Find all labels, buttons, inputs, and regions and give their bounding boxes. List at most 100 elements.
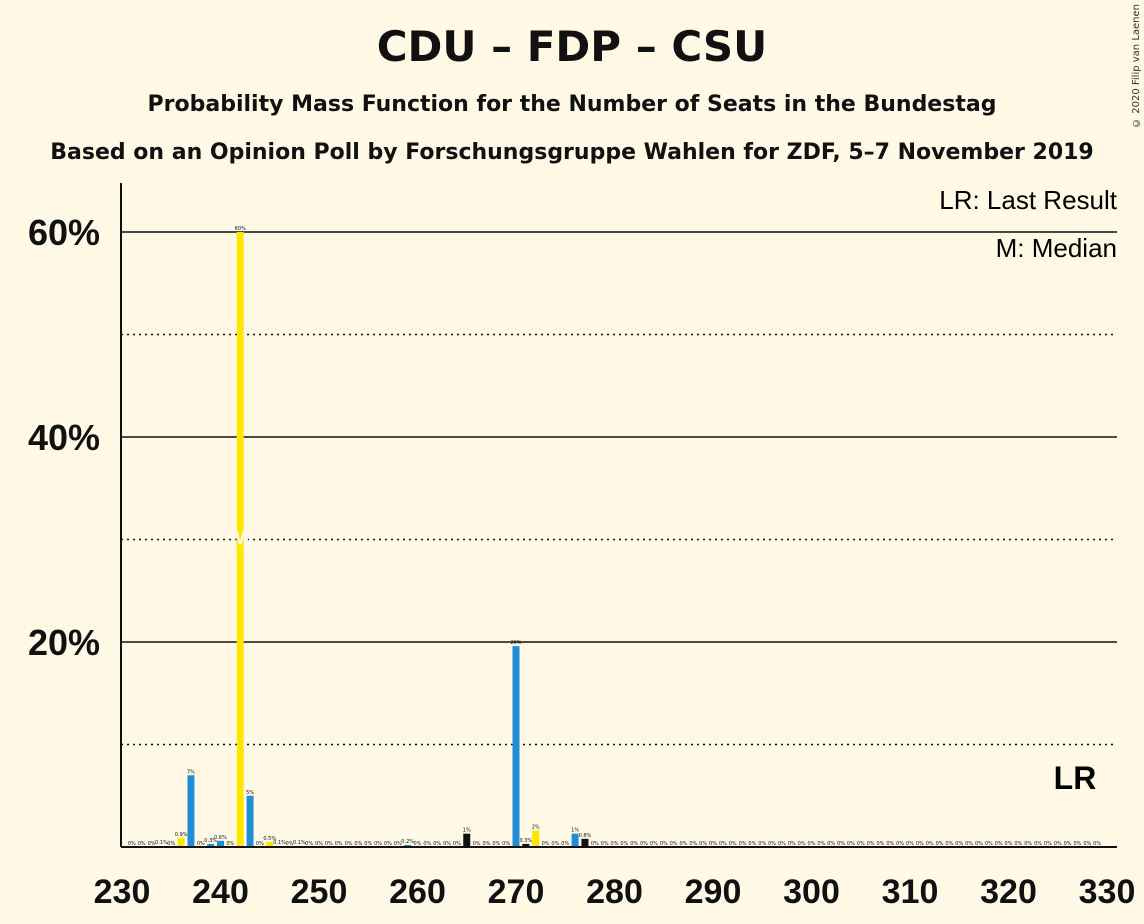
bar-value-label-248: 0.1% <box>293 840 306 846</box>
bar-value-label-241: 0% <box>226 841 234 847</box>
bar-value-label-297: 0% <box>778 841 786 847</box>
bar-value-label-325: 0% <box>1054 841 1062 847</box>
bar-240 <box>217 840 224 847</box>
bar-value-label-318: 0% <box>985 841 993 847</box>
bar-value-label-231: 0% <box>128 841 136 847</box>
bar-value-label-319: 0% <box>995 841 1003 847</box>
bar-value-label-273: 0% <box>542 841 550 847</box>
bar-value-label-246: 0.1% <box>273 840 286 846</box>
bar-value-label-267: 0% <box>482 841 490 847</box>
bar-value-label-291: 0% <box>719 841 727 847</box>
bar-value-label-263: 0% <box>443 841 451 847</box>
bar-labels: 0% 0% 0% 0.1% 0%0.9%7%0%0.3%0.6%0%60%5%0%0.5… <box>128 226 1101 847</box>
bar-value-label-305: 0% <box>857 841 865 847</box>
bar-value-label-323: 0% <box>1034 841 1042 847</box>
bar-value-label-327: 0% <box>1073 841 1081 847</box>
bar-value-label-317: 0% <box>975 841 983 847</box>
legend-last-result: LR: Last Result <box>939 185 1118 215</box>
gridlines <box>121 231 1117 746</box>
bar-value-label-243: 5% <box>246 790 254 796</box>
bar-value-label-320: 0% <box>1005 841 1013 847</box>
bar-value-label-264: 0% <box>453 841 461 847</box>
bar-value-label-303: 0% <box>837 841 845 847</box>
chart-subtitle-source: Based on an Opinion Poll by Forschungsgr… <box>50 140 1094 165</box>
bars <box>157 232 589 847</box>
bar-value-label-296: 0% <box>768 841 776 847</box>
x-tick-label: 280 <box>586 873 643 911</box>
bar-259 <box>404 844 412 847</box>
bar-value-label-292: 0% <box>729 841 737 847</box>
bar-value-label-294: 0% <box>748 841 756 847</box>
bar-value-label-254: 0% <box>354 841 362 847</box>
bar-value-label-279: 0% <box>601 841 609 847</box>
bar-value-label-276: 1% <box>571 828 579 834</box>
bar-value-label-280: 0% <box>611 841 619 847</box>
bar-value-label-266: 0% <box>473 841 481 847</box>
bar-272 <box>532 830 540 847</box>
bar-value-label-321: 0% <box>1014 841 1022 847</box>
bar-value-label-306: 0% <box>867 841 875 847</box>
bar-value-label-309: 0% <box>896 841 904 847</box>
bar-value-label-282: 0% <box>630 841 638 847</box>
bar-236 <box>177 837 185 847</box>
bar-value-label-302: 0% <box>827 841 835 847</box>
bar-value-label-253: 0% <box>345 841 353 847</box>
bar-value-label-265: 1% <box>463 828 471 834</box>
bar-value-label-315: 0% <box>955 841 963 847</box>
bar-237 <box>187 775 195 847</box>
x-tick-label: 230 <box>94 873 151 911</box>
bar-value-label-295: 0% <box>758 841 766 847</box>
x-tick-label: 250 <box>291 873 348 911</box>
y-tick-label: 40% <box>28 417 100 458</box>
x-tick-label: 320 <box>980 873 1037 911</box>
bar-value-label-316: 0% <box>965 841 973 847</box>
bar-value-label-232: 0% <box>138 841 146 847</box>
bar-value-label-283: 0% <box>640 841 648 847</box>
last-result-marker: LR <box>1054 760 1097 796</box>
bar-value-label-277: 0.8% <box>579 833 592 839</box>
bar-value-label-237: 7% <box>187 769 195 775</box>
bar-value-label-293: 0% <box>739 841 747 847</box>
bar-value-label-329: 0% <box>1093 841 1101 847</box>
x-tick-label: 270 <box>488 873 545 911</box>
bar-value-label-314: 0% <box>945 841 953 847</box>
legend-median: M: Median <box>996 233 1117 263</box>
bar-value-label-299: 0% <box>798 841 806 847</box>
axes: 20% 40% 60% 230 240 250 260 270 280 290 300 310 320 3… <box>28 183 1135 911</box>
bar-value-label-301: 0% <box>817 841 825 847</box>
x-tick-label: 290 <box>685 873 742 911</box>
chart-title: CDU – FDP – CSU <box>376 22 768 71</box>
bar-value-label-261: 0% <box>423 841 431 847</box>
bar-value-label-244: 0% <box>256 841 264 847</box>
bar-265 <box>463 833 471 847</box>
bar-271 <box>522 843 530 847</box>
bar-value-label-233: 0% <box>148 841 156 847</box>
x-tick-label: 300 <box>783 873 840 911</box>
bar-value-label-239: 0.3% <box>204 838 217 844</box>
bar-value-label-234: 0.1% <box>155 840 168 846</box>
bar-value-label-288: 0% <box>689 841 697 847</box>
bar-value-label-250: 0% <box>315 841 323 847</box>
bar-value-label-286: 0% <box>670 841 678 847</box>
bar-value-label-324: 0% <box>1044 841 1052 847</box>
bar-245 <box>266 841 274 847</box>
bar-value-label-256: 0% <box>374 841 382 847</box>
bar-value-label-307: 0% <box>876 841 884 847</box>
x-tick-label: 310 <box>882 873 939 911</box>
bar-value-label-255: 0% <box>364 841 372 847</box>
bar-value-label-312: 0% <box>926 841 934 847</box>
bar-value-label-270: 20% <box>510 640 521 646</box>
bar-value-label-285: 0% <box>660 841 668 847</box>
bar-value-label-278: 0% <box>591 841 599 847</box>
bar-value-label-272: 2% <box>532 825 540 831</box>
bar-value-label-275: 0% <box>561 841 569 847</box>
bar-value-label-328: 0% <box>1083 841 1091 847</box>
bar-value-label-313: 0% <box>936 841 944 847</box>
bar-value-label-326: 0% <box>1064 841 1072 847</box>
bar-value-label-247: 0% <box>285 841 293 847</box>
y-tick-label: 60% <box>28 212 100 253</box>
bar-value-label-240: 0.6% <box>214 835 227 841</box>
bar-value-label-290: 0% <box>709 841 717 847</box>
x-tick-label: 240 <box>192 873 249 911</box>
bar-value-label-300: 0% <box>808 841 816 847</box>
